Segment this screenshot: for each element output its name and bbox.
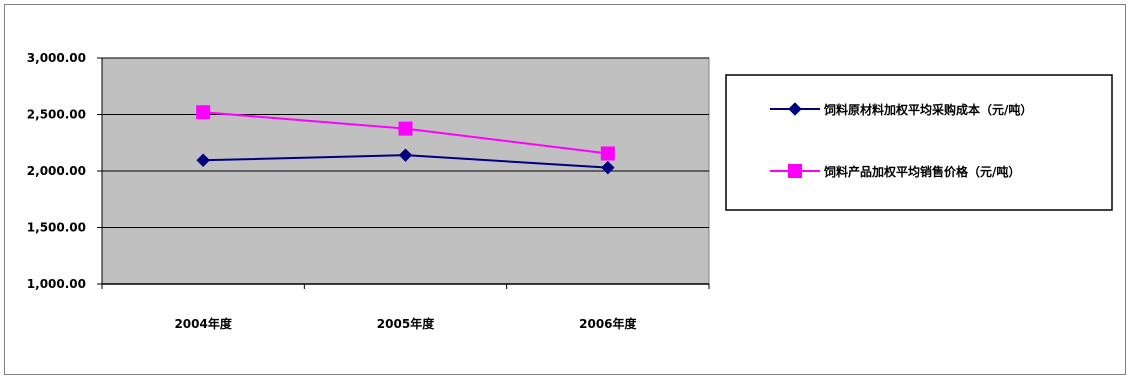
legend-marker	[788, 164, 802, 178]
data-point-1	[196, 153, 210, 167]
legend-box	[725, 74, 1113, 211]
y-tick-label: 3,000.00	[27, 51, 86, 65]
x-tick-label: 2006年度	[579, 316, 637, 331]
x-tick-label: 2004年度	[174, 316, 232, 331]
legend-label: 饲料原材料加权平均采购成本（元/吨）	[823, 102, 1032, 117]
data-point-2	[196, 105, 211, 120]
data-point-1	[398, 148, 413, 162]
y-tick-label: 2,000.00	[27, 164, 86, 178]
y-tick-label: 1,000.00	[27, 277, 86, 291]
y-tick-label: 1,500.00	[27, 221, 86, 235]
y-tick-label: 2,500.00	[27, 108, 86, 122]
data-point-2	[600, 146, 615, 161]
legend: 饲料原材料加权平均采购成本（元/吨） 饲料产品加权平均销售价格（元/吨）	[725, 74, 1113, 211]
x-tick-label: 2005年度	[377, 316, 435, 331]
data-point-2	[398, 121, 413, 136]
legend-label: 饲料产品加权平均销售价格（元/吨）	[823, 164, 1020, 179]
plot-area: 1,000.00 1,500.00 2,000.00 2,500.00 3,000.00…	[27, 51, 710, 331]
legend-marker	[788, 102, 802, 116]
data-point-1	[601, 160, 615, 175]
